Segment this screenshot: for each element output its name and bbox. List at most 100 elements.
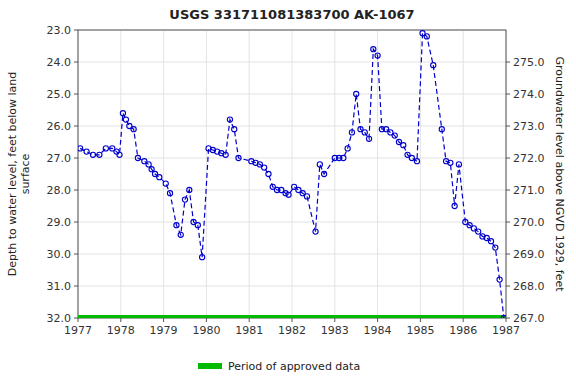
data-point (286, 192, 291, 197)
y-tick-label: 28.0 (47, 184, 72, 197)
x-tick-label: 1986 (449, 324, 477, 337)
x-grid-line (420, 30, 421, 318)
y-axis-label: Depth to water level, feet below landsur… (6, 72, 32, 277)
plot-frame (78, 30, 506, 318)
data-point (362, 130, 367, 135)
data-point (78, 146, 83, 151)
data-point (266, 171, 271, 176)
axes: 1977197819791980198119821983198419851986… (47, 24, 545, 337)
data-point (497, 277, 502, 282)
y2-tick (506, 190, 510, 191)
y-tick-label: 25.0 (47, 88, 72, 101)
grid (78, 30, 506, 318)
y2-tick-label: 275.0 (513, 56, 545, 69)
x-tick-label: 1981 (235, 324, 263, 337)
x-tick (463, 318, 464, 322)
y2-tick (506, 254, 510, 255)
x-grid-line (377, 30, 378, 318)
data-point (401, 143, 406, 148)
y-tick-label: 27.0 (47, 152, 72, 165)
y-grid-line (78, 94, 506, 95)
data-point (501, 315, 506, 318)
data-point (114, 149, 119, 154)
legend-label: Period of approved data (228, 360, 360, 373)
data-point (476, 229, 481, 234)
y-grid-line (78, 222, 506, 223)
data-point (431, 63, 436, 68)
data-point (187, 187, 192, 192)
data-point (84, 149, 89, 154)
data-point (349, 130, 354, 135)
x-tick-label: 1977 (64, 324, 92, 337)
x-tick-label: 1979 (150, 324, 178, 337)
y2-tick (506, 318, 510, 319)
data-point (236, 155, 241, 160)
data-point (227, 117, 232, 122)
y2-axis-label: Groundwater level above NGVD 1929, feet (553, 56, 566, 292)
x-grid-line (463, 30, 464, 318)
x-tick (420, 318, 421, 322)
x-tick (78, 318, 79, 322)
y2-tick-label: 270.0 (513, 216, 545, 229)
x-tick-label: 1982 (278, 324, 306, 337)
data-point (123, 117, 128, 122)
x-grid-line (292, 30, 293, 318)
x-tick-label: 1983 (321, 324, 349, 337)
data-point (456, 162, 461, 167)
data-point (448, 160, 453, 165)
data-point (163, 181, 168, 186)
y2-tick (506, 62, 510, 63)
data-point (178, 232, 183, 237)
data-point (103, 146, 108, 151)
data-point (182, 197, 187, 202)
data-point (392, 133, 397, 138)
y-tick (74, 318, 78, 319)
data-point (97, 152, 102, 157)
data-point (354, 91, 359, 96)
x-grid-line (163, 30, 164, 318)
data-point (488, 239, 493, 244)
y-tick (74, 94, 78, 95)
y-tick-label: 26.0 (47, 120, 72, 133)
x-tick (334, 318, 335, 322)
data-point (262, 165, 267, 170)
x-tick (506, 318, 507, 322)
data-point (414, 159, 419, 164)
x-tick-label: 1984 (364, 324, 392, 337)
data-point (131, 127, 136, 132)
data-point (345, 146, 350, 151)
x-tick (377, 318, 378, 322)
chart: 1977197819791980198119821983198419851986… (0, 0, 576, 384)
x-tick-label: 1978 (107, 324, 135, 337)
x-tick (163, 318, 164, 322)
x-tick (120, 318, 121, 322)
data-point (90, 152, 95, 157)
data-point (371, 47, 376, 52)
data-point (149, 167, 154, 172)
data-point (424, 34, 429, 39)
y-tick (74, 254, 78, 255)
y-grid-line (78, 286, 506, 287)
x-grid-line (334, 30, 335, 318)
y-tick-label: 24.0 (47, 56, 72, 69)
y2-tick-label: 269.0 (513, 248, 545, 261)
data-point (317, 162, 322, 167)
y-tick-label: 32.0 (47, 312, 72, 325)
data-point (439, 127, 444, 132)
y2-tick-label: 267.0 (513, 312, 545, 325)
data-point (366, 136, 371, 141)
plot-area (78, 31, 506, 318)
x-tick (206, 318, 207, 322)
data-point (452, 203, 457, 208)
y-grid-line (78, 158, 506, 159)
data-point (493, 245, 498, 250)
y-tick (74, 62, 78, 63)
y2-tick-label: 272.0 (513, 152, 545, 165)
y2-tick (506, 286, 510, 287)
y2-tick-label: 274.0 (513, 88, 545, 101)
data-point (341, 155, 346, 160)
y-tick-label: 31.0 (47, 280, 72, 293)
data-point (200, 255, 205, 260)
y2-tick-label: 271.0 (513, 184, 545, 197)
y2-tick-label: 268.0 (513, 280, 545, 293)
